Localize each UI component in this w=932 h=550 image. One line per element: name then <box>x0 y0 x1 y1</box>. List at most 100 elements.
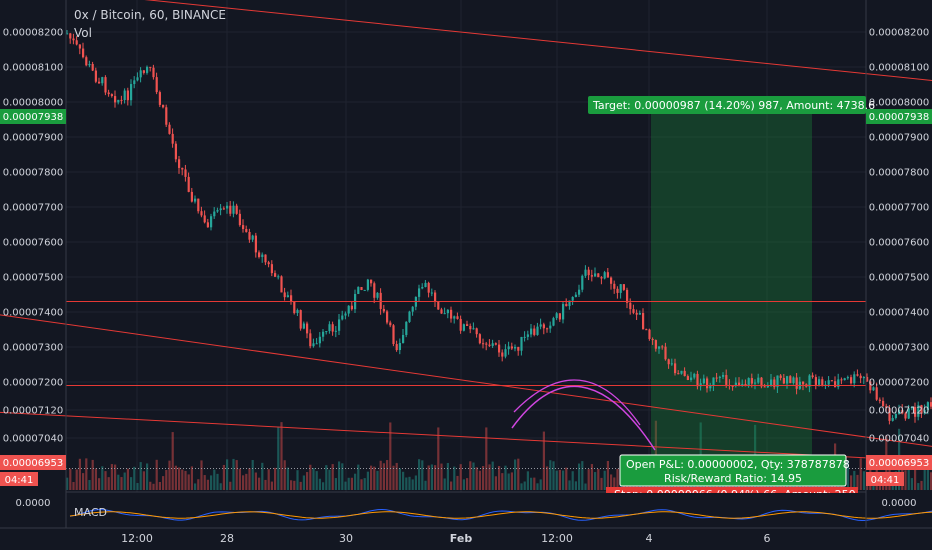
candle <box>837 379 840 388</box>
current-price-badge-right <box>866 455 932 470</box>
candle <box>238 213 241 226</box>
countdown-badge-left-text: 04:41 <box>5 475 34 486</box>
volume-bar <box>222 464 225 490</box>
volume-bar <box>235 460 238 490</box>
volume-bar <box>136 483 139 490</box>
stop-label-clip: Stop: 0.00000066 (0.94%) 66, Amount: 250 <box>614 488 856 493</box>
volume-bar <box>126 468 129 490</box>
candle <box>536 326 539 335</box>
volume-bar <box>200 460 203 490</box>
volume-bar <box>510 472 513 490</box>
price-tick-label: 0.00007400 <box>869 308 929 319</box>
time-axis: 12:00 28 30 Feb 12:00 4 6 <box>121 532 770 545</box>
volume-bar <box>930 472 932 490</box>
candle <box>146 66 149 73</box>
volume-bar <box>184 470 187 490</box>
volume-bar <box>542 431 545 490</box>
volume-bar <box>482 465 485 490</box>
volume-bar <box>850 475 853 490</box>
candle <box>197 198 200 212</box>
volume-label: Vol <box>74 26 92 40</box>
volume-bar <box>338 461 341 490</box>
price-tick-label: 0.00007700 <box>3 203 63 214</box>
candle <box>206 222 209 228</box>
volume-bar <box>533 477 536 490</box>
candle <box>680 370 683 374</box>
candle <box>648 329 651 340</box>
volume-bar <box>536 483 539 490</box>
candle <box>82 48 85 58</box>
volume-bar <box>462 479 465 490</box>
candle <box>542 324 545 329</box>
volume-bar <box>440 463 443 490</box>
volume-bar <box>312 468 315 490</box>
candle <box>334 330 337 332</box>
candle <box>472 328 475 330</box>
volume-bar <box>856 474 859 490</box>
candle <box>571 296 574 301</box>
candle <box>923 409 926 414</box>
trendlines <box>0 0 932 462</box>
candle <box>882 400 885 407</box>
candle <box>642 313 645 330</box>
candle <box>331 324 334 332</box>
candle <box>235 205 238 214</box>
candle <box>603 272 606 279</box>
candle <box>802 381 805 385</box>
candle <box>286 295 289 298</box>
price-tick-label: 0.00007200 <box>3 378 63 389</box>
volume-bar <box>283 460 286 490</box>
candle <box>270 264 273 274</box>
volume-bar <box>66 477 69 490</box>
candle <box>350 305 353 310</box>
volume-bar <box>392 465 395 490</box>
grid <box>66 0 866 492</box>
target-label-box <box>588 96 866 114</box>
volume-bar <box>366 471 369 490</box>
candle <box>126 90 129 101</box>
candle <box>184 169 187 177</box>
volume-bar <box>504 465 507 490</box>
target-zone <box>651 112 812 459</box>
candle <box>814 377 817 385</box>
candle <box>651 339 654 341</box>
volume-bar <box>72 482 75 490</box>
candle <box>178 159 181 168</box>
candle <box>322 331 325 337</box>
candle <box>808 375 811 387</box>
volume-bar <box>427 465 430 490</box>
volume-bar <box>597 468 600 490</box>
volume-bar <box>773 483 776 490</box>
volume-bar <box>859 458 862 490</box>
countdown-badge-right <box>866 472 904 486</box>
volume-bar <box>290 480 293 490</box>
candle <box>526 334 529 337</box>
volume-bar <box>517 458 520 490</box>
volume-bar <box>98 478 101 490</box>
volume-bar <box>514 459 517 490</box>
volume-bar <box>190 466 193 490</box>
candle <box>171 133 174 144</box>
candle <box>638 313 641 315</box>
candle <box>293 301 296 314</box>
candle <box>546 328 549 330</box>
volume-bar <box>331 464 334 490</box>
candle <box>373 283 376 298</box>
candle <box>312 343 315 347</box>
price-tick-label: 0.00008000 <box>869 98 929 109</box>
stop-label-box <box>606 487 858 493</box>
candle <box>792 377 795 383</box>
candle <box>98 81 101 84</box>
price-tick-label: 0.00007500 <box>3 273 63 284</box>
volume-bar <box>146 463 149 490</box>
current-price-badge-left <box>0 455 66 470</box>
candle <box>248 231 251 240</box>
candle <box>328 324 331 332</box>
candle <box>632 309 635 313</box>
risk-reward-label: Risk/Reward Ratio: 14.95 <box>664 472 802 485</box>
candle <box>190 191 193 202</box>
candle <box>894 413 897 418</box>
candle <box>395 344 398 351</box>
candle <box>862 377 865 379</box>
